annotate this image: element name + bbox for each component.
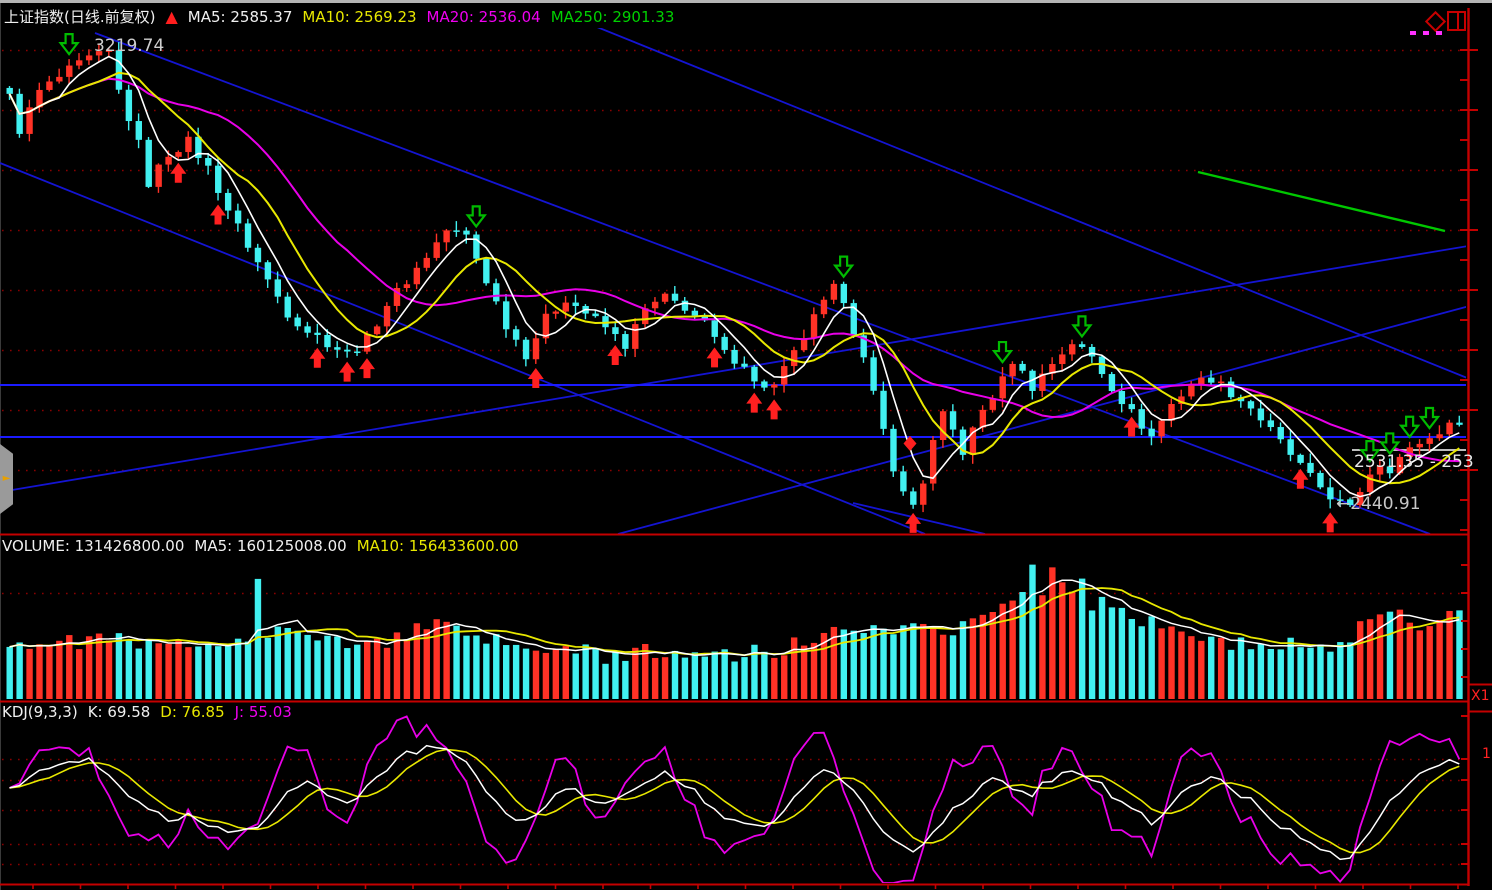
split-window-divider [1457,13,1459,29]
buy-arrow-marker [905,512,922,533]
ma10-readout: MA10: 2569.23 [302,8,417,26]
volume-bars-layer [6,564,1463,699]
kdj-k-readout: K: 69.58 [87,703,151,721]
buy-arrow-marker [1322,512,1339,533]
pane-scale-label: X1 [1471,688,1490,704]
sell-arrow-marker [991,340,1014,364]
kdj-name: KDJ(9,3,3) [2,703,78,721]
buy-arrow-marker [210,204,227,225]
split-window-icon[interactable] [1447,11,1466,31]
candles-layer [6,42,1463,513]
sell-arrow-marker [1071,315,1093,339]
kdj-j-readout: J: 55.03 [234,703,292,721]
kdj-scale-label: 1 [1482,746,1491,762]
ma250-readout: MA250: 2901.33 [550,8,675,26]
buy-arrow-marker [1292,468,1309,489]
ma5-readout: MA5: 2585.37 [187,8,293,26]
volume-ma10-readout: MA10: 156433600.00 [356,537,519,555]
price-ma-layer [8,55,1460,498]
price-pane-header: 上证指数(日线.前复权) ▲ MA5: 2585.37 MA10: 2569.23 MA… [4,6,684,27]
buy-arrow-marker [339,361,356,382]
volume-ma-layer [9,579,1460,657]
sell-arrow-marker [465,205,487,229]
buy-arrow-marker [309,347,326,368]
instrument-title: 上证指数(日线.前复权) [4,8,156,26]
buy-arrow-marker [1123,416,1140,437]
window-top-edge [0,0,1492,3]
sell-arrow-marker [1359,440,1381,463]
volume-ma5-readout: MA5: 160125008.00 [194,537,347,555]
buy-arrow-marker [706,347,723,368]
more-options-dots-icon[interactable] [1410,31,1442,35]
sell-arrow-marker [1398,415,1421,439]
sell-arrow-marker [1418,406,1441,430]
buy-arrow-marker [358,358,375,379]
signal-markers [58,33,1441,533]
buy-arrow-marker [170,162,187,183]
diamond-marker [903,436,917,451]
buy-arrow-marker [746,392,763,413]
volume-pane-header: VOLUME: 131426800.00 MA5: 160125008.00 MA1… [2,537,529,555]
sell-arrow-marker [832,255,855,279]
sell-arrow-marker [58,33,80,56]
buy-arrow-marker [766,399,783,420]
axes [0,8,1492,889]
kdj-pane-header: KDJ(9,3,3) K: 69.58 D: 76.85 J: 55.03 [2,703,302,721]
sell-arrow-marker [1379,432,1401,456]
level-range-label: 2531.35 - 253 [1354,452,1474,472]
volume-readout: VOLUME: 131426800.00 [2,537,185,555]
peak-price-label: 3219.74 [94,36,165,56]
buy-arrow-marker [607,344,624,365]
kdj-lines-layer [9,715,1461,883]
trend-up-icon: ▲ [165,7,178,26]
kdj-d-readout: D: 76.85 [160,703,225,721]
expand-panel-handle[interactable]: ► [0,444,13,514]
trendlines [0,28,1466,535]
buy-arrow-marker [527,367,544,388]
ma20-readout: MA20: 2536.04 [426,8,541,26]
expand-arrow-icon: ► [2,473,11,484]
low-price-label: ←2440.91 [1336,494,1421,514]
